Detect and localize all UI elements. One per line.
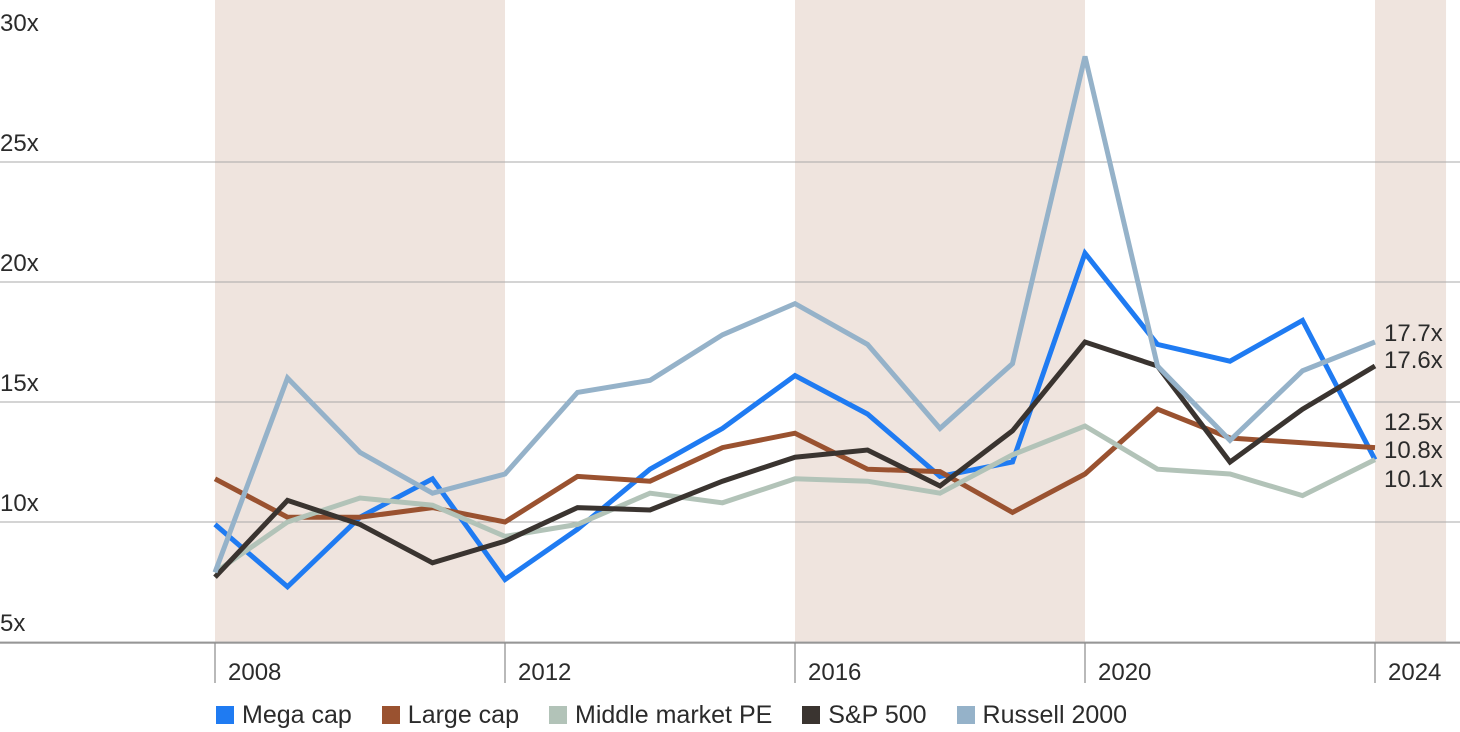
- end-value-label: 10.1x: [1384, 466, 1443, 493]
- x-axis: 2008 2012 2016 2020 2024: [0, 642, 1460, 686]
- y-tick-label: 10x: [0, 490, 39, 517]
- series-line-middle-market-pe: [213, 423, 1377, 575]
- x-tick-label: 2024: [1388, 659, 1441, 686]
- y-axis: 30x 25x 20x 15x 10x 5x: [0, 10, 39, 637]
- x-tick-label: 2012: [518, 659, 571, 686]
- series-line-mega-cap: [213, 248, 1378, 591]
- y-tick-label: 15x: [0, 370, 39, 397]
- legend-label: S&P 500: [828, 700, 927, 729]
- end-value-label: 17.6x: [1384, 347, 1443, 374]
- series-line-s-p-500: [213, 339, 1377, 579]
- legend-swatch: [549, 706, 567, 724]
- legend-item-s-p-500: S&P 500: [802, 700, 927, 730]
- legend-label: Large cap: [407, 700, 519, 729]
- legend-label: Russell 2000: [982, 700, 1128, 729]
- series-line-russell-2000: [212, 55, 1376, 574]
- shaded-band-2: [1375, 0, 1447, 643]
- shaded-band-1: [795, 0, 1085, 643]
- shaded-band-0: [215, 0, 505, 643]
- y-tick-label: 25x: [0, 130, 39, 157]
- legend-swatch: [802, 706, 821, 724]
- x-tick-label: 2020: [1098, 659, 1151, 686]
- series-lines: [212, 55, 1378, 591]
- legend-label: Middle market PE: [575, 700, 773, 729]
- y-tick-label: 20x: [0, 250, 39, 277]
- grid-lines: [0, 161, 1460, 643]
- y-tick-label: 5x: [0, 610, 25, 637]
- y-tick-label: 30x: [0, 10, 39, 37]
- legend: Mega cap Large cap Middle market PE S&P 500…: [216, 698, 1127, 732]
- end-value-label: 17.7x: [1384, 320, 1443, 347]
- legend-item-large-cap: Large cap: [381, 700, 519, 730]
- series-line-large-cap: [213, 406, 1376, 525]
- legend-item-mega-cap: Mega cap: [216, 701, 352, 730]
- legend-swatch: [216, 706, 234, 724]
- legend-label: Mega cap: [242, 700, 352, 729]
- end-value-label: 10.8x: [1384, 437, 1443, 464]
- legend-item-russell-2000: Russell 2000: [956, 700, 1128, 730]
- end-value-label: 12.5x: [1384, 409, 1443, 436]
- legend-item-middle-market-pe: Middle market PE: [549, 701, 772, 730]
- x-tick-label: 2008: [228, 659, 281, 686]
- legend-swatch: [956, 706, 975, 724]
- x-tick-label: 2016: [808, 659, 861, 686]
- legend-swatch: [381, 706, 400, 724]
